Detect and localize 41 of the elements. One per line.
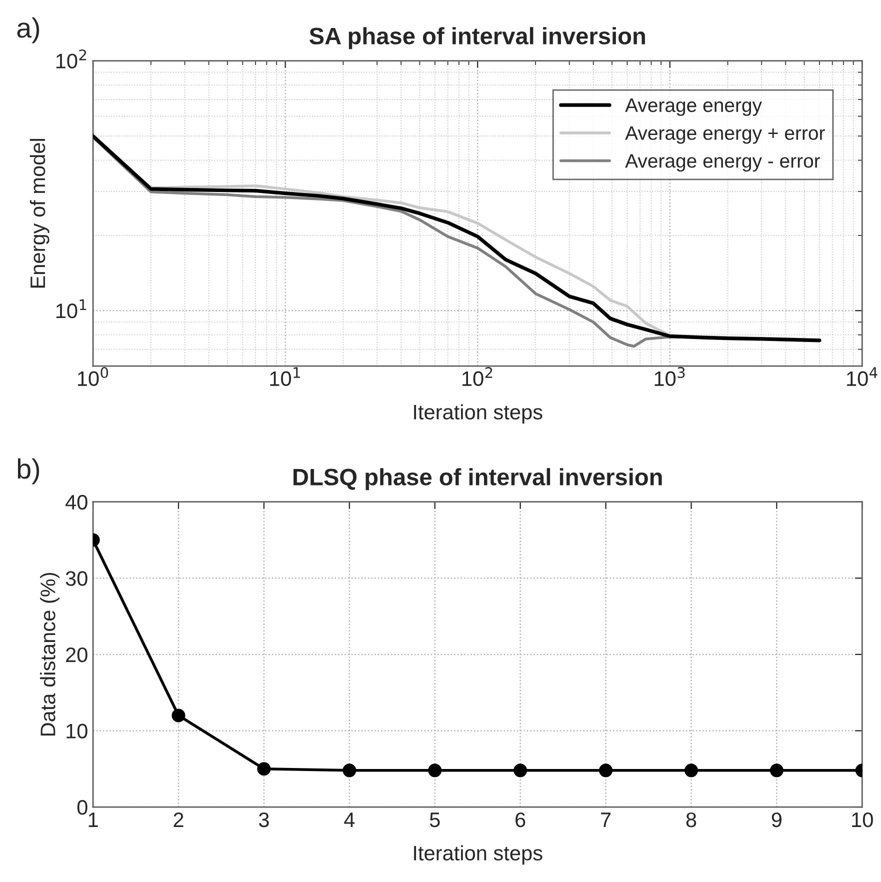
x-axis-title: Iteration steps <box>414 845 542 865</box>
x-tick-label: 9 <box>772 812 782 828</box>
legend-label: Average energy - error <box>625 154 820 172</box>
point <box>684 764 698 778</box>
chart-title: SA phase of interval inversion <box>309 27 645 50</box>
y-tick-label: 40 <box>65 494 88 510</box>
point <box>428 764 442 778</box>
y-axis-title: Data distance (%) <box>40 572 60 736</box>
point <box>514 764 528 778</box>
x-tick-label: 10$^{3}$ <box>654 367 685 386</box>
point <box>172 708 186 722</box>
point <box>342 764 356 778</box>
x-tick-label: 10$^{2}$ <box>462 367 492 386</box>
x-tick-label: 2 <box>174 812 184 827</box>
x-tick-label: 1 <box>88 812 98 827</box>
text: b) <box>18 458 40 484</box>
text: a) <box>17 17 40 44</box>
y-tick-label: 10$^{1}$ <box>56 299 86 318</box>
x-tick-label: 8 <box>686 812 696 828</box>
x-tick-label: 4 <box>344 812 355 827</box>
x-tick-label: 10$^{1}$ <box>270 367 300 386</box>
x-tick-label: 7 <box>601 812 611 827</box>
x-tick-label: 6 <box>516 812 526 828</box>
y-tick-label: 30 <box>66 571 88 586</box>
chart-title: DLSQ phase of interval inversion <box>294 468 662 490</box>
x-tick-label: 10$^{4}$ <box>847 367 878 386</box>
point <box>770 764 784 778</box>
legend-label: Average energy <box>625 98 762 116</box>
y-tick-label: 20 <box>66 647 88 662</box>
y-tick-label: 10$^{2}$ <box>56 49 86 68</box>
x-tick-label: 5 <box>430 812 440 828</box>
y-tick-label: 0 <box>77 800 88 815</box>
x-tick-label: 10$^{0}$ <box>78 367 108 386</box>
y-axis-title: Energy of model <box>30 138 50 288</box>
x-tick-label: 10 <box>852 812 873 828</box>
point <box>599 764 613 778</box>
y-tick-label: 10 <box>66 724 88 738</box>
legend-label: Average energy + error <box>625 126 825 144</box>
x-tick-label: 3 <box>258 812 269 828</box>
point <box>257 762 271 776</box>
x-axis-title: Iteration steps <box>414 404 542 424</box>
